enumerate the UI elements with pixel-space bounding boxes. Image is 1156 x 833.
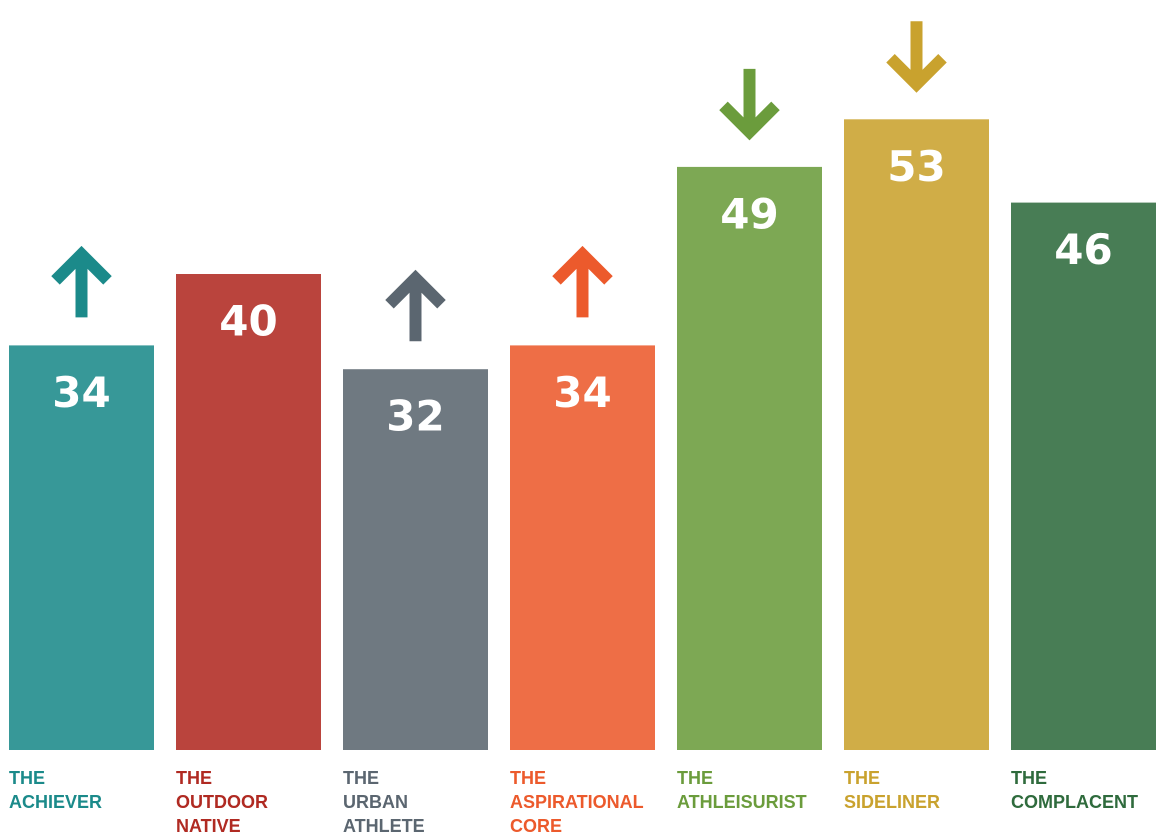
infographic: 34 40 32 34 49 53 46 THE ACHIEVER THE OUTDOOR N… xyxy=(0,0,1156,833)
category-label: THE COMPLACENT xyxy=(1011,766,1138,814)
value-label: 46 xyxy=(1054,225,1112,274)
category-label: THE ATHLEISURIST xyxy=(677,766,807,814)
chart: 34 40 32 34 49 53 46 xyxy=(0,0,1156,833)
category-label: THE ACHIEVER xyxy=(9,766,102,814)
value-label: 40 xyxy=(219,297,277,346)
category-label: THE URBAN ATHLETE xyxy=(343,766,425,833)
category-label: THE OUTDOOR NATIVE xyxy=(176,766,268,833)
value-label: 32 xyxy=(386,392,444,441)
value-label: 34 xyxy=(553,368,611,417)
bar xyxy=(677,167,822,750)
category-label: THE SIDELINER xyxy=(844,766,940,814)
value-label: 49 xyxy=(720,189,778,238)
bar xyxy=(1011,203,1156,750)
bar xyxy=(844,119,989,750)
category-label: THE ASPIRATIONAL CORE xyxy=(510,766,644,833)
value-label: 53 xyxy=(887,142,945,191)
value-label: 34 xyxy=(52,368,110,417)
